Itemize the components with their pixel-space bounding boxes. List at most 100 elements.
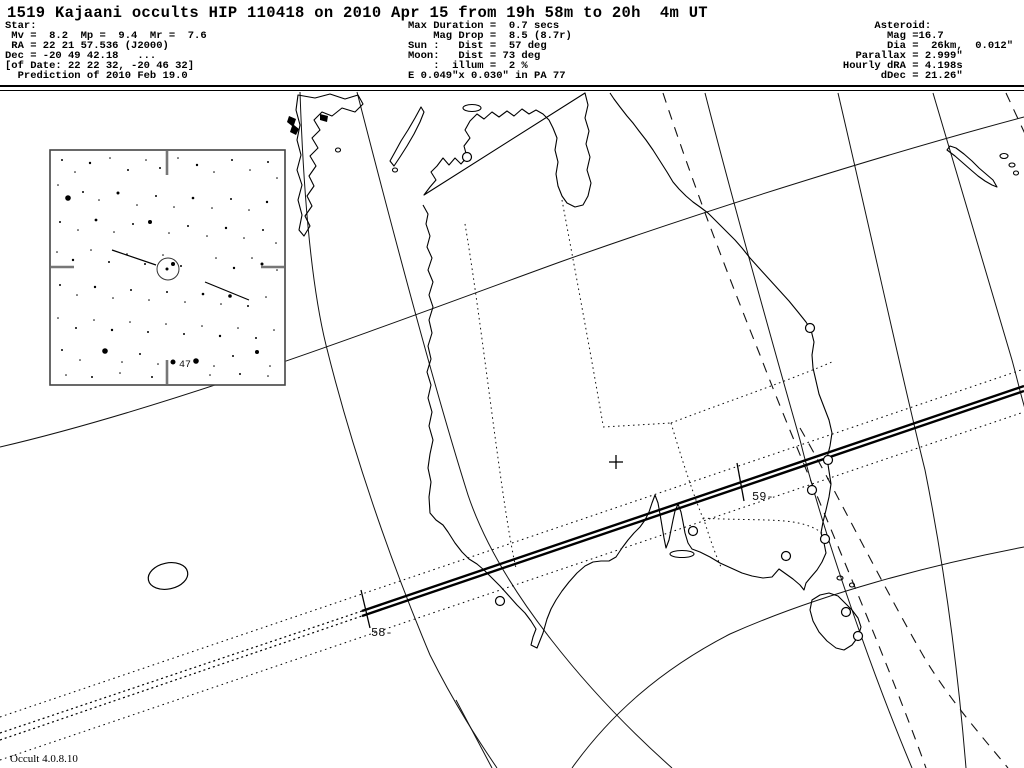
target-star-circle (156, 257, 180, 281)
path-edge-north-dotted (0, 610, 363, 734)
timor-island (389, 106, 425, 167)
star-dot (201, 325, 203, 327)
parallel-line (571, 546, 1024, 768)
inset-edge-ticks (51, 151, 284, 384)
star-dot (193, 358, 199, 364)
star-dot (218, 334, 222, 338)
star-dot (77, 229, 79, 231)
star-dot (215, 257, 217, 259)
star-dot (184, 301, 186, 303)
star-dot (65, 374, 67, 376)
header-divider-thin (0, 90, 1024, 91)
star-field (56, 157, 278, 378)
islet (848, 582, 856, 588)
app-version-label: Occult 4.0.8.10 (10, 753, 78, 765)
star-dot (195, 163, 199, 167)
star-dot (267, 161, 269, 163)
star-dot (248, 209, 250, 211)
site-circle (804, 322, 816, 334)
star-dot (255, 337, 257, 339)
star-dot (136, 204, 138, 206)
star-dot (177, 157, 179, 159)
star-dot (155, 195, 157, 197)
star-dot (75, 327, 77, 329)
islet (391, 167, 399, 173)
star-dot (183, 333, 185, 335)
site-circle (494, 595, 506, 607)
path-edge-south-solid (361, 389, 1024, 618)
star-dot (88, 161, 92, 165)
site-circle (840, 606, 852, 618)
star-dot (90, 249, 92, 251)
star-dot (59, 284, 61, 286)
star-dot (93, 319, 95, 321)
path-edge-north-solid (361, 384, 1024, 613)
star-dot (108, 261, 110, 263)
path-edge-south-dotted (0, 615, 363, 741)
islet (1012, 170, 1020, 176)
star-dot (148, 220, 152, 224)
star-dot (209, 374, 211, 376)
star-dot (102, 348, 108, 354)
header-divider-thick (0, 85, 1024, 87)
companion-star (171, 262, 175, 266)
star-dot (230, 198, 232, 200)
star-dot (247, 305, 249, 307)
islet (836, 575, 844, 581)
bright-star-label: 47 (179, 360, 191, 371)
earth-limb-companion-line (455, 699, 493, 768)
star-dot (129, 321, 131, 323)
star-dot (151, 376, 153, 378)
star-dot (79, 359, 81, 361)
star-dot (201, 292, 205, 296)
star-dot (147, 331, 149, 333)
star-dot (93, 285, 97, 289)
star-dot (157, 363, 159, 365)
star-dot (262, 229, 264, 231)
star-dot (159, 167, 161, 169)
finder-chart-inset: 47 (49, 149, 286, 386)
path-lower-limit-dotted (0, 411, 1024, 761)
graticule-lines (0, 91, 1024, 768)
star-dot (265, 200, 269, 204)
star-dot (170, 359, 176, 365)
plus-marker (609, 455, 623, 469)
asteroid-info-block: Asteroid: Mag =16.7 Dia = 26km, 0.012" P… (842, 20, 1014, 82)
site-circle (780, 550, 792, 562)
star-info-block: Star: Mv = 8.2 Mp = 9.4 Mr = 7.6 RA = 22… (5, 20, 207, 82)
star-dot (132, 223, 134, 225)
star-dot (61, 159, 63, 161)
meridian-line (932, 92, 1024, 408)
star-dot (144, 263, 146, 265)
star-dot (74, 171, 76, 173)
star-dot (168, 232, 170, 234)
star-dot (213, 171, 215, 173)
site-circle (819, 533, 831, 545)
earth-limb-line (299, 91, 498, 768)
star-dot (211, 207, 213, 209)
australia-coastline (422, 92, 833, 649)
star-dot (220, 303, 222, 305)
star-dot (56, 251, 58, 253)
star-dot (139, 353, 141, 355)
star-dot (91, 376, 93, 378)
star-dot (57, 317, 59, 319)
site-circle (806, 484, 818, 496)
star-dot (267, 375, 269, 377)
star-dot (187, 225, 189, 227)
indonesian-islands (295, 93, 364, 237)
star-dot (94, 218, 98, 222)
time-tick-58 (360, 589, 371, 629)
star-dot (276, 177, 278, 179)
star-dot (145, 159, 147, 161)
star-dot (239, 373, 241, 375)
star-dot (166, 291, 168, 293)
parallel-line (0, 116, 1024, 448)
site-circle (461, 151, 473, 163)
star-dot (61, 349, 63, 351)
dashed-limit-lines (662, 92, 1024, 768)
star-dot (113, 231, 115, 233)
star-dot (121, 361, 123, 363)
